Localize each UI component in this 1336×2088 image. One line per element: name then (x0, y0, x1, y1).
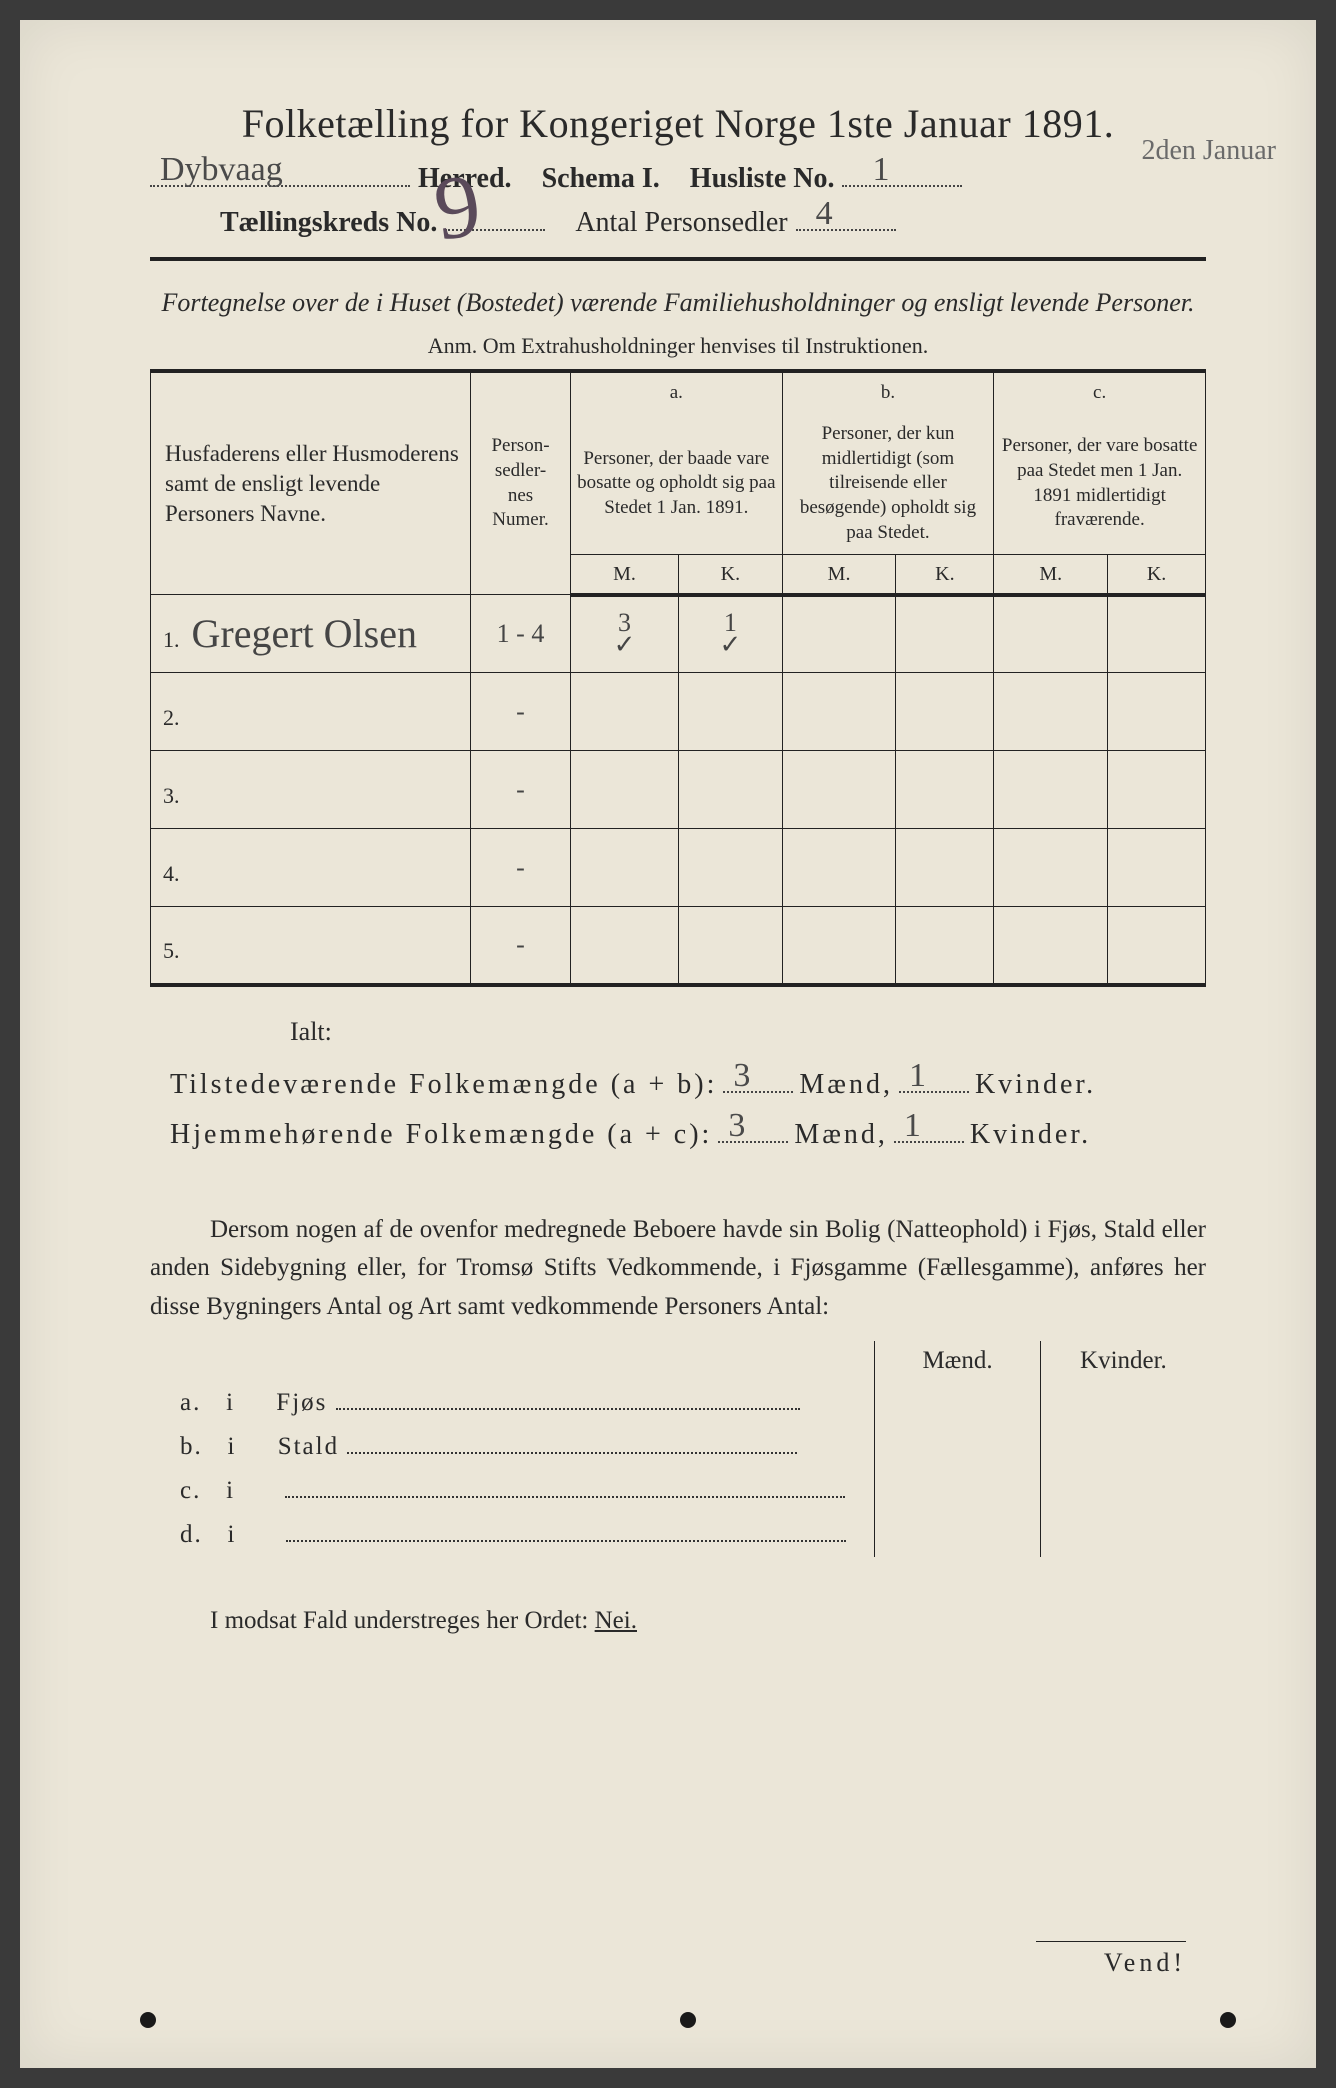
col-a-label: a. (571, 371, 783, 414)
col-a-m: M. (571, 554, 679, 595)
hjemme-m-value: 3 (728, 1107, 748, 1145)
husliste-label: Husliste No. (690, 163, 835, 195)
schema-label: Schema I. (542, 163, 660, 195)
antal-field: 4 (796, 203, 896, 231)
col-c-text: Personer, der vare bosatte paa Stedet me… (994, 414, 1206, 554)
antal-value: 4 (816, 195, 833, 233)
col-a-text: Personer, der baade vare bosatte og opho… (571, 414, 783, 554)
table-row: 4.- (151, 829, 1206, 907)
kreds-field: 9 (445, 203, 545, 231)
byg-maend: Mænd. (875, 1341, 1041, 1381)
husliste-value: 1 (872, 151, 889, 189)
maend-label-2: Mænd, (794, 1119, 888, 1151)
col-b-k: K. (896, 554, 994, 595)
kvinder-label-1: Kvinder. (975, 1069, 1096, 1101)
col-c-label: c. (994, 371, 1206, 414)
dersom-text: Dersom nogen af de ovenfor medregnede Be… (150, 1211, 1206, 1327)
col-numer: Person- sedler- nes Numer. (471, 371, 571, 594)
header-row-1: Dybvaag Herred. Schema I. Husliste No. 1 (150, 159, 1206, 195)
col-c-m: M. (994, 554, 1108, 595)
tilstede-row: Tilstedeværende Folkemængde (a + b): 3 M… (170, 1065, 1206, 1101)
husliste-field: 1 (842, 159, 962, 187)
tilstede-label: Tilstedeværende Folkemængde (a + b): (170, 1069, 717, 1101)
anm-text: Anm. Om Extrahusholdninger henvises til … (150, 333, 1206, 359)
modsat-nei: Nei. (595, 1607, 637, 1634)
household-table: Husfaderens eller Husmoderens samt de en… (150, 369, 1206, 986)
bygning-row: c. i (150, 1469, 1206, 1513)
kvinder-label-2: Kvinder. (970, 1119, 1091, 1151)
bygning-row: a. i Fjøs (150, 1381, 1206, 1425)
tilstede-m-value: 3 (733, 1057, 753, 1095)
col-a-k: K. (679, 554, 783, 595)
hjemme-k-field: 1 (894, 1115, 964, 1143)
modsat-pre: I modsat Fald understreges her Ordet: (210, 1607, 595, 1634)
table-row: 5.- (151, 907, 1206, 985)
fortegnelse-text: Fortegnelse over de i Huset (Bostedet) v… (150, 285, 1206, 321)
hjemme-row: Hjemmehørende Folkemængde (a + c): 3 Mæn… (170, 1115, 1206, 1151)
table-row: 1.Gregert Olsen1 - 43✓1✓ (151, 595, 1206, 673)
hjemme-label: Hjemmehørende Folkemængde (a + c): (170, 1119, 712, 1151)
table-row: 3.- (151, 751, 1206, 829)
margin-date-note: 2den Januar (1141, 135, 1276, 167)
binding-hole (680, 2012, 696, 2028)
hjemme-k-value: 1 (904, 1107, 924, 1145)
bygning-table: Mænd. Kvinder. a. i Fjøs b. i Stald c. i… (150, 1341, 1206, 1557)
tilstede-k-field: 1 (899, 1065, 969, 1093)
tilstede-k-value: 1 (909, 1057, 929, 1095)
form-title: Folketælling for Kongeriget Norge 1ste J… (150, 100, 1206, 147)
byg-kvinder: Kvinder. (1040, 1341, 1206, 1381)
binding-hole (1220, 2012, 1236, 2028)
herred-value: Dybvaag (160, 151, 283, 189)
modsat-line: I modsat Fald understreges her Ordet: Ne… (150, 1607, 1206, 1635)
rule-1 (150, 257, 1206, 261)
vend-label: Vend! (1036, 1941, 1186, 1978)
tilstede-m-field: 3 (723, 1065, 793, 1093)
kreds-label: Tællingskreds No. (220, 207, 437, 239)
antal-label: Antal Personsedler (575, 207, 787, 239)
ialt-label: Ialt: (290, 1017, 1206, 1047)
binding-hole (140, 2012, 156, 2028)
herred-field: Dybvaag (150, 159, 410, 187)
col-c-k: K. (1108, 554, 1206, 595)
table-row: 2.- (151, 673, 1206, 751)
census-form-page: Folketælling for Kongeriget Norge 1ste J… (20, 20, 1316, 2068)
maend-label-1: Mænd, (799, 1069, 893, 1101)
col-b-label: b. (782, 371, 994, 414)
hjemme-m-field: 3 (718, 1115, 788, 1143)
bygning-row: b. i Stald (150, 1425, 1206, 1469)
col-b-m: M. (782, 554, 896, 595)
bygning-row: d. i (150, 1513, 1206, 1557)
col-b-text: Personer, der kun midlertidigt (som tilr… (782, 414, 994, 554)
col-name: Husfaderens eller Husmoderens samt de en… (151, 371, 471, 594)
header-row-2: Tællingskreds No. 9 Antal Personsedler 4 (220, 203, 1206, 239)
